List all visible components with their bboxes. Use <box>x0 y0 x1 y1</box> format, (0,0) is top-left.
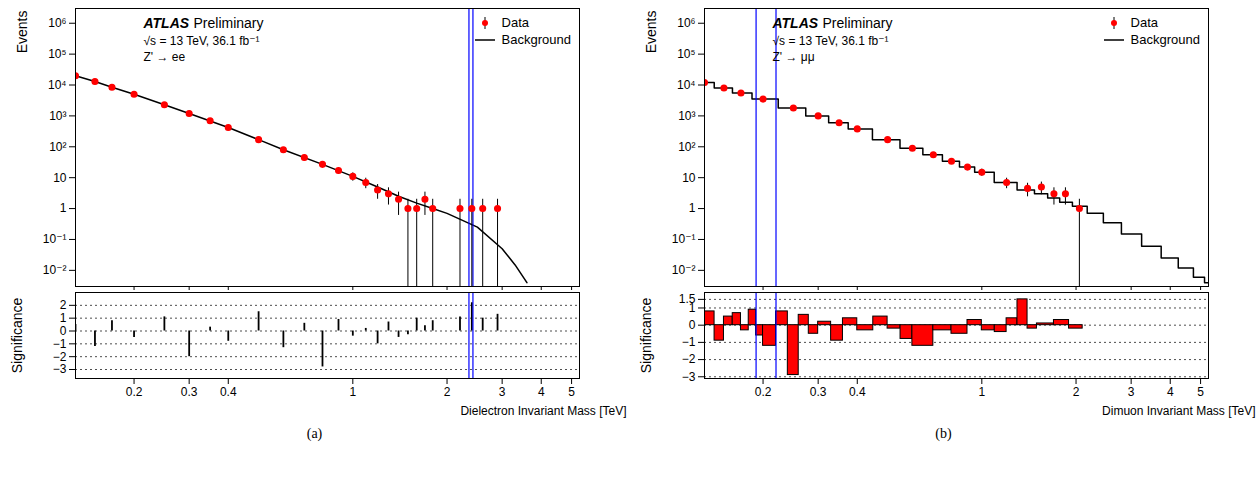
html-text:Data: Data <box>501 15 530 30</box>
svg-text:Significance: Significance <box>9 298 25 374</box>
svg-text:−1: −1 <box>682 335 696 349</box>
svg-text:0.2: 0.2 <box>755 385 772 399</box>
svg-text:10⁶: 10⁶ <box>677 16 695 30</box>
svg-text:0.3: 0.3 <box>181 385 198 399</box>
html-text:Background: Background <box>1130 32 1200 47</box>
svg-text:ATLAS: ATLAS <box>772 15 819 31</box>
svg-text:5: 5 <box>1197 385 1204 399</box>
svg-text:2: 2 <box>60 298 67 312</box>
svg-text:10⁻¹: 10⁻¹ <box>43 232 67 246</box>
svg-text:Preliminary: Preliminary <box>823 15 893 31</box>
svg-text:Preliminary: Preliminary <box>194 15 264 31</box>
svg-text:0.4: 0.4 <box>220 385 237 399</box>
html-text:(b): (b) <box>935 426 952 441</box>
svg-text:Significance: Significance <box>638 298 654 374</box>
svg-text:1: 1 <box>689 201 696 215</box>
svg-text:5: 5 <box>568 385 575 399</box>
svg-text:Events: Events <box>14 11 30 54</box>
svg-text:Dimuon Invariant Mass [TeV]: Dimuon Invariant Mass [TeV] <box>1102 404 1255 418</box>
svg-text:Z' → ee: Z' → ee <box>144 50 186 64</box>
svg-text:2: 2 <box>1073 385 1080 399</box>
svg-text:10⁻²: 10⁻² <box>43 263 67 277</box>
svg-text:10⁻¹: 10⁻¹ <box>672 232 696 246</box>
svg-text:1: 1 <box>978 385 985 399</box>
svg-text:0: 0 <box>689 318 696 332</box>
svg-text:1.5: 1.5 <box>679 292 696 306</box>
svg-text:10: 10 <box>53 171 67 185</box>
svg-text:1: 1 <box>60 201 67 215</box>
svg-text:ATLAS: ATLAS <box>143 15 190 31</box>
html-text:Background: Background <box>501 32 571 47</box>
svg-text:√s = 13 TeV, 36.1 fb⁻¹: √s = 13 TeV, 36.1 fb⁻¹ <box>144 34 260 48</box>
svg-text:10²: 10² <box>678 140 695 154</box>
svg-text:Events: Events <box>643 11 659 54</box>
svg-text:2: 2 <box>444 385 451 399</box>
svg-text:Z' → μμ: Z' → μμ <box>773 50 815 64</box>
svg-text:10⁻²: 10⁻² <box>672 263 696 277</box>
svg-text:4: 4 <box>1167 385 1174 399</box>
svg-text:10⁴: 10⁴ <box>48 78 67 92</box>
svg-text:10³: 10³ <box>49 109 66 123</box>
svg-text:4: 4 <box>538 385 545 399</box>
svg-text:0.3: 0.3 <box>810 385 827 399</box>
svg-text:−1: −1 <box>53 337 67 351</box>
svg-text:Dielectron Invariant Mass [TeV: Dielectron Invariant Mass [TeV] <box>460 404 626 418</box>
svg-text:0.4: 0.4 <box>849 385 866 399</box>
svg-text:−3: −3 <box>682 370 696 384</box>
svg-text:3: 3 <box>1128 385 1135 399</box>
svg-text:10³: 10³ <box>678 109 695 123</box>
svg-text:10⁶: 10⁶ <box>48 16 66 30</box>
svg-text:−2: −2 <box>53 350 67 364</box>
svg-text:1: 1 <box>688 300 696 315</box>
svg-text:−2: −2 <box>682 352 696 366</box>
svg-text:10: 10 <box>682 171 696 185</box>
html-text:(a): (a) <box>306 426 323 441</box>
svg-text:10²: 10² <box>49 140 66 154</box>
html-text:Data: Data <box>1130 15 1159 30</box>
svg-text:1: 1 <box>60 311 67 325</box>
svg-text:3: 3 <box>499 385 506 399</box>
svg-text:1: 1 <box>349 385 356 399</box>
svg-text:10⁵: 10⁵ <box>48 47 66 61</box>
svg-text:√s = 13 TeV, 36.1 fb⁻¹: √s = 13 TeV, 36.1 fb⁻¹ <box>773 34 889 48</box>
svg-text:−3: −3 <box>53 362 67 376</box>
svg-text:0.2: 0.2 <box>126 385 143 399</box>
svg-text:0: 0 <box>60 324 67 338</box>
svg-text:10⁴: 10⁴ <box>677 78 696 92</box>
svg-text:10⁵: 10⁵ <box>677 47 695 61</box>
